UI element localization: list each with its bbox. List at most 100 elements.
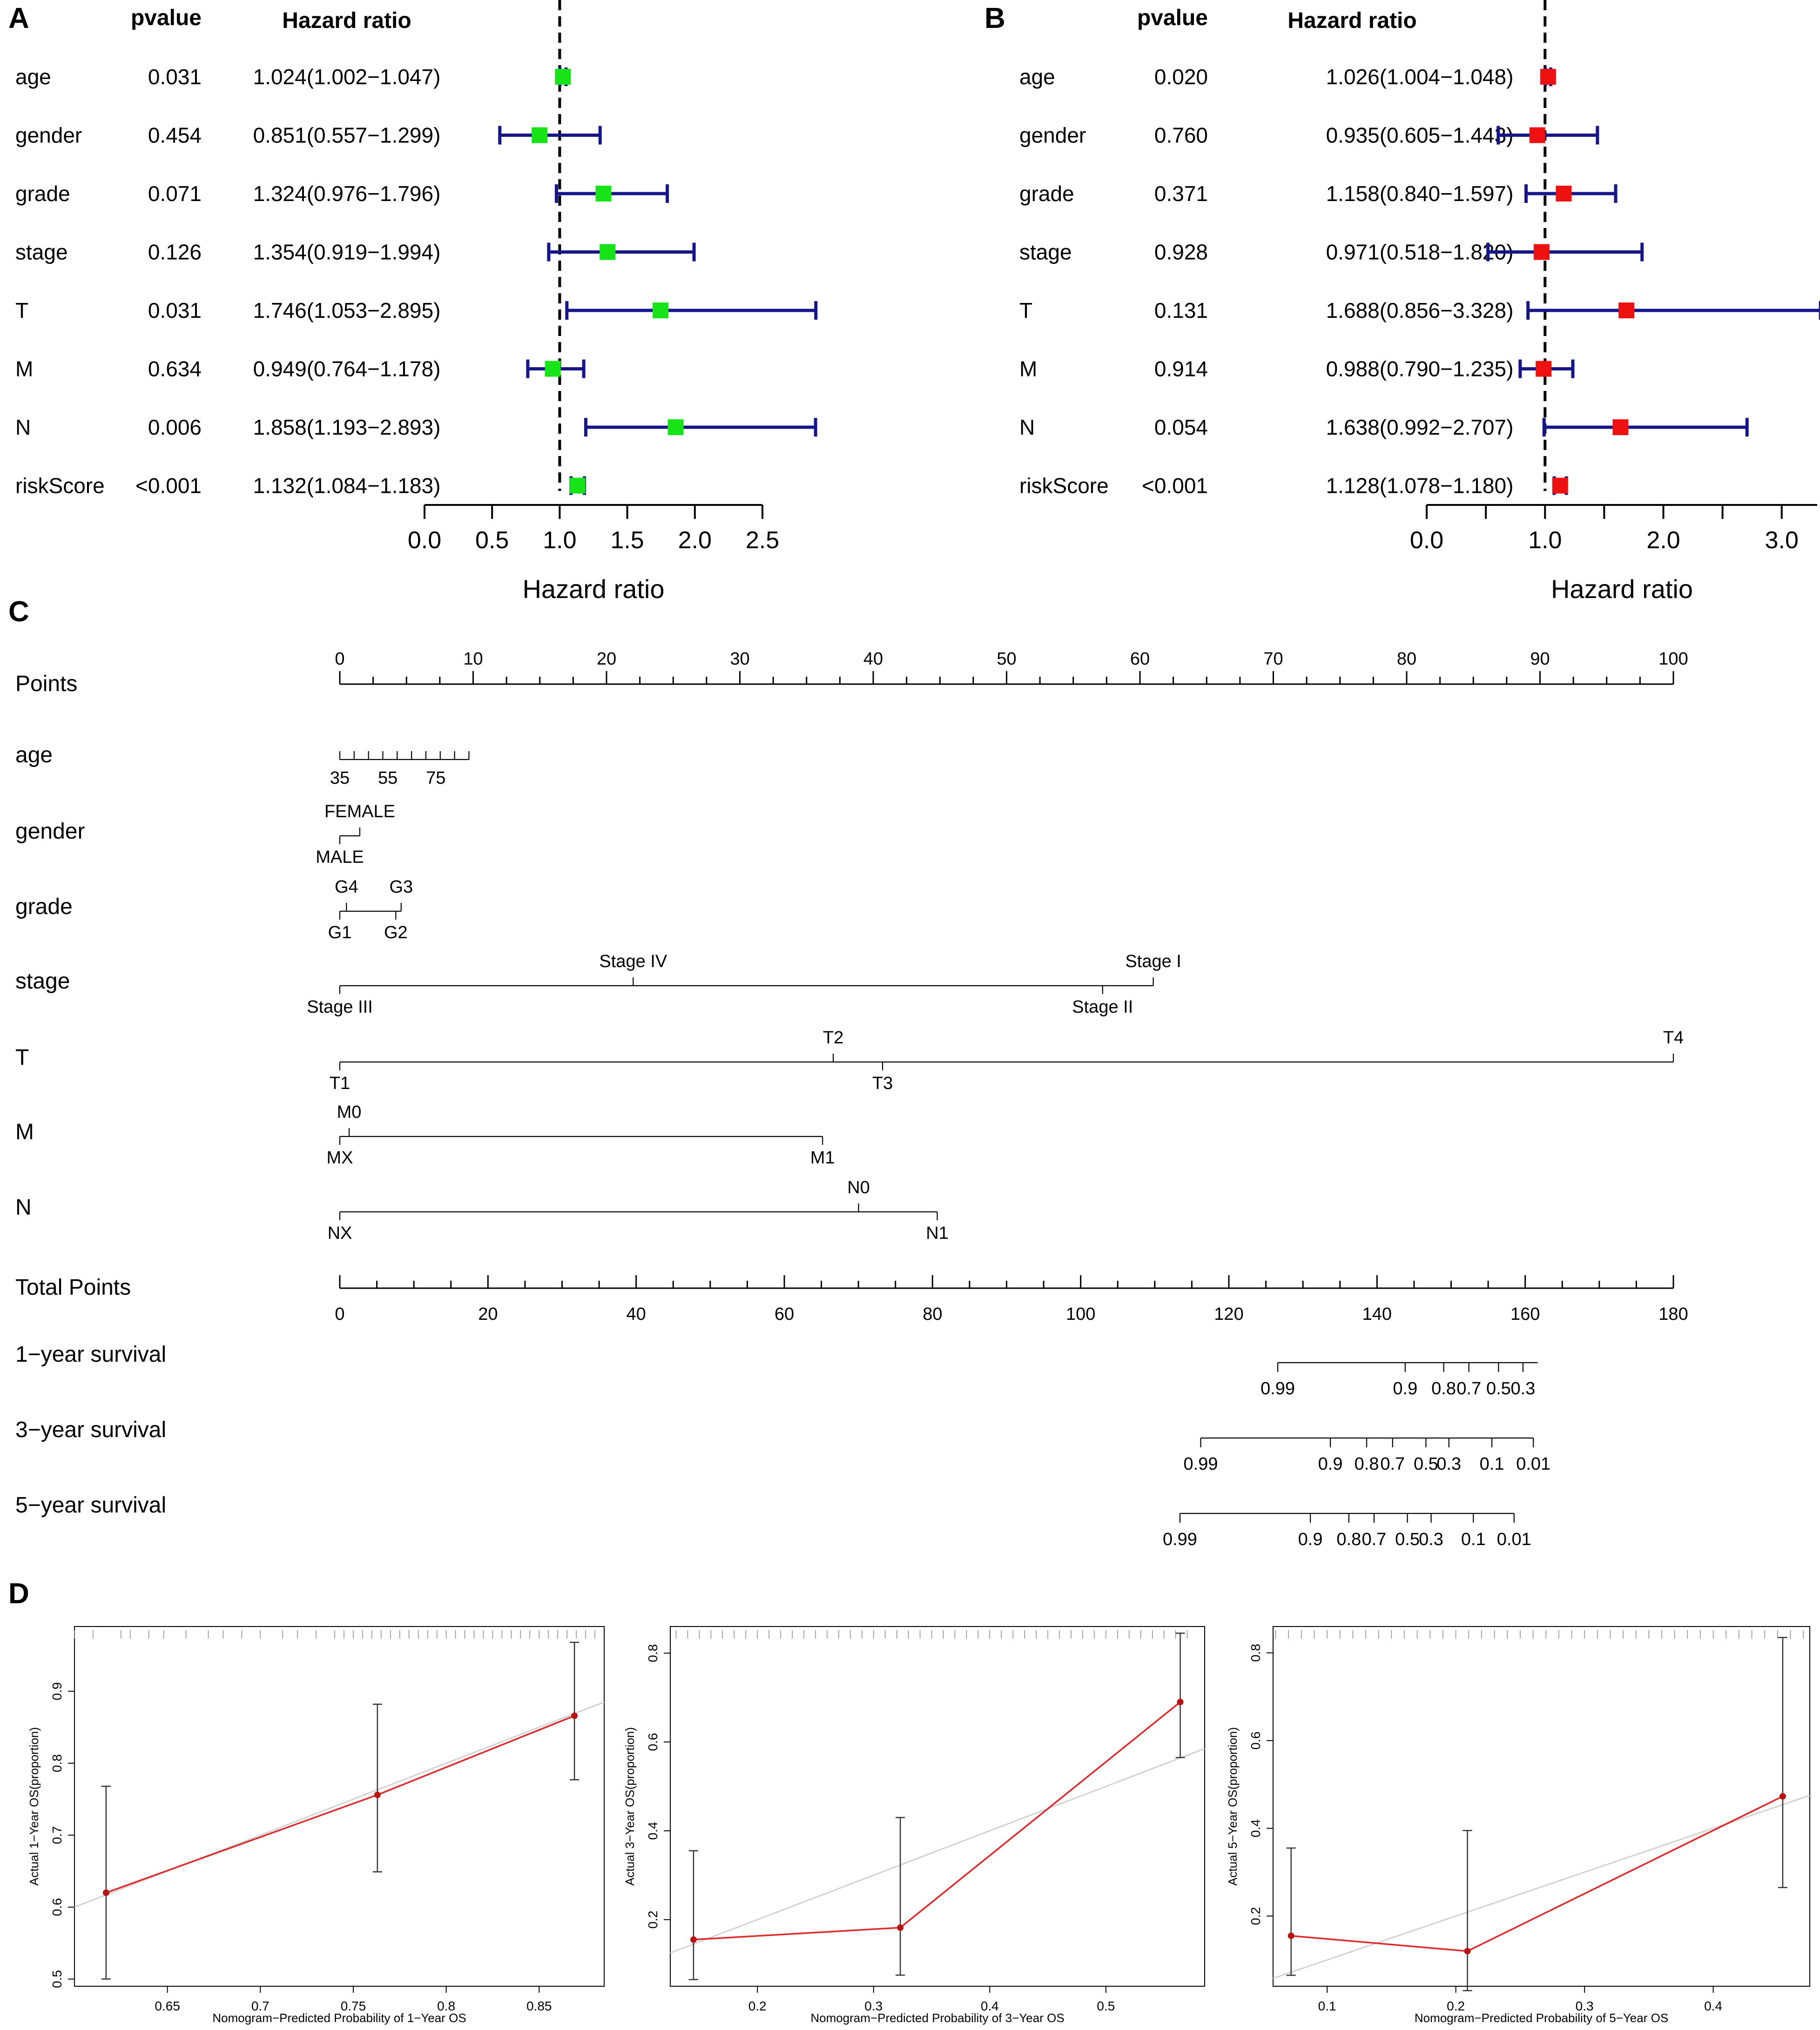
x-tick-label: 0.2	[1447, 1999, 1465, 2013]
variable-level-label: Stage IV	[599, 952, 667, 971]
row-hr-ci: 1.688(0.856−3.328)	[1326, 298, 1514, 323]
variable-level-label: T1	[330, 1074, 350, 1093]
row-name: M	[15, 357, 33, 381]
panel-label-b: B	[984, 2, 1005, 34]
total-points-tick-label: 120	[1214, 1304, 1243, 1324]
row-name: grade	[1019, 181, 1074, 206]
hr-marker	[1618, 302, 1635, 318]
x-tick-label: 1.0	[1528, 527, 1562, 554]
points-tick-label: 0	[335, 649, 344, 669]
row-hr-ci: 1.132(1.084−1.183)	[253, 474, 441, 498]
points-tick-label: 100	[1658, 649, 1688, 669]
variable-level-label: M1	[810, 1148, 835, 1168]
variable-level-label: G3	[389, 877, 413, 897]
variable-level-label: MX	[327, 1148, 353, 1168]
survival-tick-label: 0.99	[1261, 1379, 1295, 1398]
hr-marker	[532, 127, 548, 143]
y-tick-label: 0.4	[1248, 1819, 1263, 1837]
row-hr-ci: 0.851(0.557−1.299)	[253, 123, 441, 148]
variable-label: M	[15, 1120, 34, 1144]
row-pvalue: <0.001	[135, 474, 202, 498]
y-axis-title: Actual 1−Year OS(proportion)	[27, 1727, 41, 1886]
row-hr-ci: 0.949(0.764−1.178)	[253, 357, 441, 381]
panel-label-d: D	[8, 1578, 29, 1610]
variable-level-label: 55	[378, 768, 398, 788]
row-hr-ci: 1.858(1.193−2.893)	[253, 415, 441, 439]
row-pvalue: 0.634	[148, 357, 202, 381]
x-axis-title: Nomogram−Predicted Probability of 5−Year…	[1415, 2011, 1668, 2025]
panel-label-c: C	[8, 596, 29, 628]
row-name: stage	[1019, 240, 1072, 264]
x-axis-title: Hazard ratio	[1551, 574, 1693, 604]
x-tick-label: 0.65	[155, 1999, 180, 2013]
y-tick-label: 0.9	[50, 1682, 64, 1701]
variable-level-label: T2	[823, 1028, 843, 1048]
x-tick-label: 0.8	[437, 1999, 455, 2013]
total-points-tick-label: 140	[1362, 1304, 1392, 1324]
x-tick-label: 3.0	[1765, 527, 1799, 554]
plot-frame	[670, 1626, 1205, 1987]
survival-tick-label: 0.7	[1456, 1379, 1481, 1398]
row-hr-ci: 0.988(0.790−1.235)	[1326, 357, 1514, 381]
calibration-point	[571, 1712, 578, 1719]
hr-marker	[545, 361, 561, 377]
x-axis-title: Hazard ratio	[522, 574, 664, 604]
hr-marker	[653, 302, 669, 318]
y-tick-label: 0.6	[1248, 1732, 1263, 1750]
row-hr-ci: 0.935(0.605−1.443)	[1326, 123, 1514, 148]
points-tick-label: 50	[997, 649, 1016, 669]
survival-tick-label: 0.99	[1163, 1530, 1197, 1549]
row-hr-ci: 1.638(0.992−2.707)	[1326, 415, 1514, 439]
variable-label: gender	[15, 819, 85, 844]
x-tick-label: 0.7	[251, 1999, 270, 2013]
ideal-diagonal	[670, 1748, 1205, 1954]
total-points-tick-label: 100	[1066, 1304, 1095, 1324]
hr-marker	[1536, 361, 1552, 377]
forest-a-pvalue-header: pvalue	[131, 6, 202, 30]
variable-level-label: 35	[330, 768, 350, 788]
row-name: T	[1019, 298, 1032, 323]
calibration-point	[1177, 1699, 1184, 1706]
row-hr-ci: 1.746(1.053−2.895)	[253, 298, 441, 323]
survival-tick-label: 0.3	[1510, 1379, 1535, 1398]
calibration-point	[1779, 1793, 1786, 1800]
forest-plot-a: age 0.031 1.024(1.002−1.047) gender 0.454 0.8…	[15, 0, 818, 604]
total-points-label: Total Points	[15, 1275, 131, 1300]
x-tick-label: 0.1	[1318, 1999, 1336, 2013]
plot-frame	[74, 1626, 605, 1987]
survival-tick-label: 0.3	[1419, 1530, 1443, 1549]
x-tick-label: 1.0	[543, 527, 576, 554]
survival-tick-label: 0.7	[1380, 1454, 1405, 1474]
x-tick-label: 2.5	[746, 527, 779, 554]
survival-tick-label: 0.8	[1431, 1379, 1456, 1398]
row-hr-ci: 1.024(1.002−1.047)	[253, 65, 441, 89]
survival-row-label: 5−year survival	[15, 1493, 166, 1518]
calibration-plots: 0.65 0.7 0.75 0.8 0.85 0.5 0.6 0.7 0.8 0.9 Nomogra…	[27, 1626, 1810, 2025]
row-pvalue: 0.071	[148, 181, 202, 206]
row-hr-ci: 0.971(0.518−1.820)	[1326, 240, 1514, 264]
row-name: N	[15, 415, 31, 439]
row-pvalue: <0.001	[1142, 474, 1208, 498]
survival-tick-label: 0.8	[1355, 1454, 1379, 1474]
row-pvalue: 0.020	[1154, 65, 1208, 89]
row-hr-ci: 1.158(0.840−1.597)	[1326, 181, 1514, 206]
row-name: riskScore	[15, 474, 105, 498]
row-pvalue: 0.054	[1154, 415, 1208, 439]
variable-label: stage	[15, 969, 70, 994]
hr-marker	[1540, 69, 1556, 85]
row-pvalue: 0.371	[1154, 181, 1208, 206]
variable-level-label: T4	[1663, 1028, 1684, 1048]
row-pvalue: 0.131	[1154, 298, 1208, 323]
row-name: age	[15, 65, 51, 89]
hr-marker	[1533, 244, 1550, 260]
forest-plot-b: age 0.020 1.026(1.004−1.048) gender 0.760 0.9…	[1019, 0, 1820, 604]
ideal-diagonal	[1273, 1795, 1810, 1979]
points-tick-label: 90	[1530, 649, 1550, 669]
points-tick-label: 80	[1397, 649, 1416, 669]
x-tick-label: 2.0	[678, 527, 712, 554]
row-name: gender	[1019, 123, 1086, 148]
hr-marker	[569, 477, 586, 494]
x-tick-label: 0.85	[526, 1999, 552, 2013]
x-tick-label: 0.75	[341, 1999, 366, 2013]
x-tick-label: 0.2	[748, 1999, 767, 2013]
